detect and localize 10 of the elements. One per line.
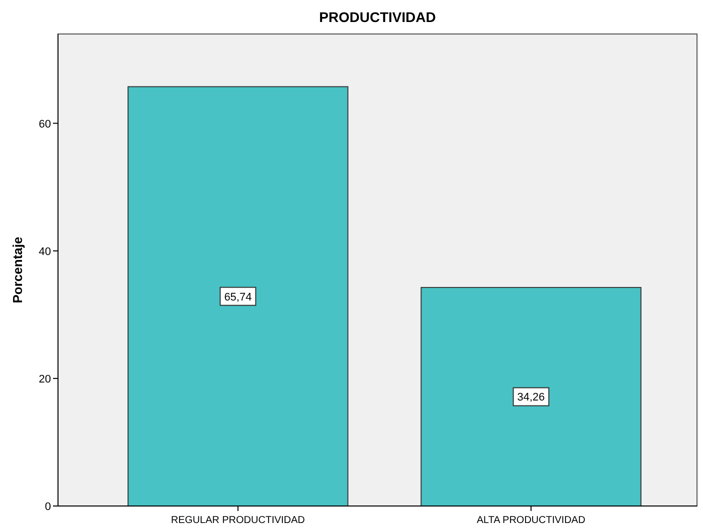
y-axis-title: Porcentaje [10, 236, 25, 304]
y-tick-label: 0 [44, 501, 51, 513]
x-tick-label: ALTA PRODUCTIVIDAD [476, 515, 586, 526]
data-label: 34,26 [517, 392, 545, 404]
data-label: 65,74 [224, 291, 252, 304]
chart-title: PRODUCTIVIDAD [319, 9, 436, 25]
y-tick-label: 60 [38, 118, 51, 130]
y-tick-label: 40 [38, 246, 51, 258]
x-tick-label: REGULAR PRODUCTIVIDAD [171, 515, 305, 526]
y-tick-label: 20 [38, 373, 51, 386]
